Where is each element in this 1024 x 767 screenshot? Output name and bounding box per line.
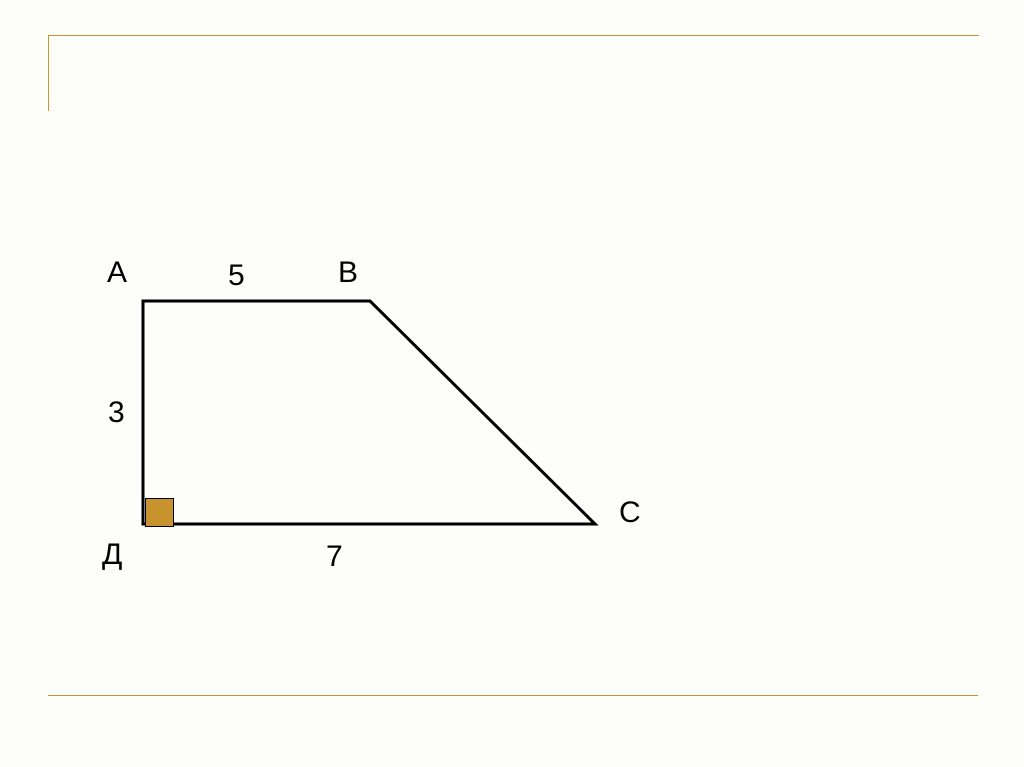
edge-label-ab: 5 [228,261,245,291]
vertex-label-b: В [338,258,358,288]
right-angle-marker [145,498,174,527]
vertex-label-d: Д [102,540,122,570]
edge-label-ad: 3 [108,398,125,428]
slide: А В С Д 5 3 7 [0,0,1024,767]
trapezoid-shape [0,0,1024,767]
vertex-label-a: А [107,258,127,288]
trapezoid-polygon [143,301,595,524]
vertex-label-c: С [619,498,641,528]
edge-label-dc: 7 [326,542,343,572]
diagram-stage: А В С Д 5 3 7 [0,0,1024,767]
